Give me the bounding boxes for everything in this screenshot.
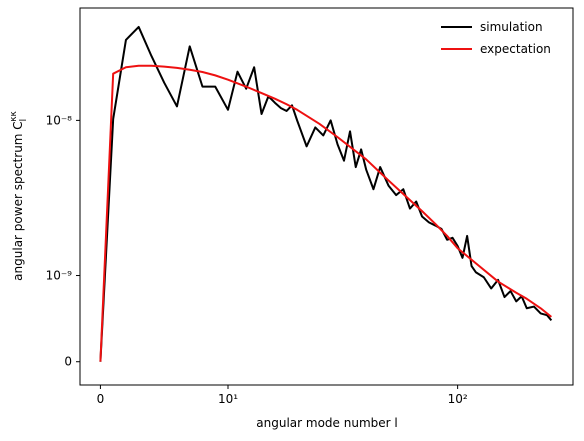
- y-tick-label: 10⁻⁸: [46, 113, 73, 127]
- legend-label: simulation: [480, 20, 543, 34]
- x-tick-label: 0: [97, 392, 105, 406]
- y-axis-label: angular power spectrum Clκκ: [9, 110, 29, 280]
- y-axis-label-text: angular power spectrum C: [11, 121, 25, 281]
- y-axis-label-sup: κκ: [9, 110, 19, 121]
- y-axis-label-sub: l: [19, 119, 29, 122]
- legend-label: expectation: [480, 42, 551, 56]
- x-tick-label: 10¹: [218, 392, 238, 406]
- x-tick-label: 10²: [448, 392, 468, 406]
- x-axis-label: angular mode number l: [256, 416, 397, 430]
- axes-frame: [79, 7, 574, 386]
- y-tick-label: 10⁻⁹: [46, 269, 73, 283]
- data-line: [99, 25, 553, 362]
- data-line: [99, 64, 552, 362]
- y-tick-label: 0: [64, 355, 72, 369]
